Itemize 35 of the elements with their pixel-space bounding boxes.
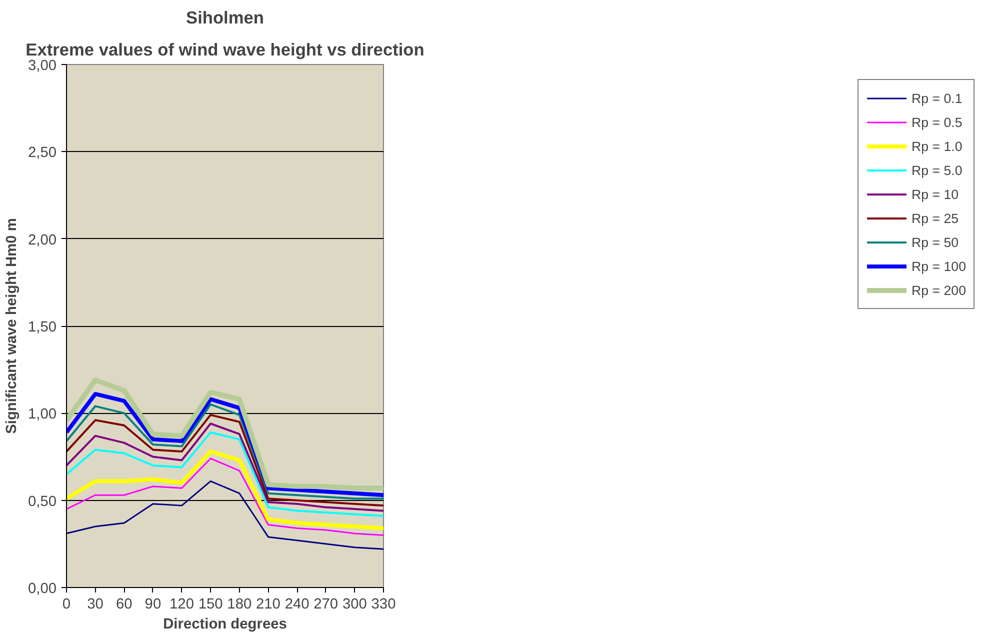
legend-label: Rp = 5.0 [912,162,962,178]
y-tick-label: 1,00 [28,406,57,423]
legend-label: Rp = 100 [912,258,966,274]
x-tick-label: 90 [144,596,162,612]
x-tick-label: 0 [62,596,71,612]
line-series [66,480,384,550]
legend-label: Rp = 1.0 [912,138,962,154]
x-tick-label: 240 [284,596,310,612]
chart-title: Siholmen [186,8,264,28]
legend-label: Rp = 50 [912,234,959,250]
chart-subtitle: Extreme values of wind wave height vs direction [26,40,424,60]
x-tick-label: 150 [198,596,223,612]
x-tick-label: 270 [314,596,338,612]
line-series [66,458,384,536]
x-tick-label: 60 [116,596,132,612]
y-tick-label: 2,00 [28,232,57,248]
x-tick-label: 300 [342,596,367,612]
x-axis-title: Direction degrees [163,616,287,632]
x-tick-label: 210 [256,596,280,612]
x-tick-label: 330 [371,596,396,612]
x-tick-label: 180 [227,596,252,612]
legend-label: Rp = 10 [912,186,959,202]
legend-label: Rp = 200 [912,282,966,298]
y-tick-label: 1,50 [28,320,57,336]
x-tick-label: 120 [170,596,194,612]
y-tick-label: 3,00 [28,58,57,74]
x-tick-label: 30 [87,596,104,612]
y-tick-label: 0,00 [28,581,57,597]
legend-label: Rp = 0.1 [912,90,962,106]
y-tick-label: 0,50 [28,494,57,510]
legend-label: Rp = 0.5 [912,114,962,130]
legend-label: Rp = 25 [912,210,959,226]
y-axis-title: Significant wave height Hm0 m [4,218,20,434]
y-tick-label: 2,50 [28,145,57,162]
line-series [66,450,384,530]
